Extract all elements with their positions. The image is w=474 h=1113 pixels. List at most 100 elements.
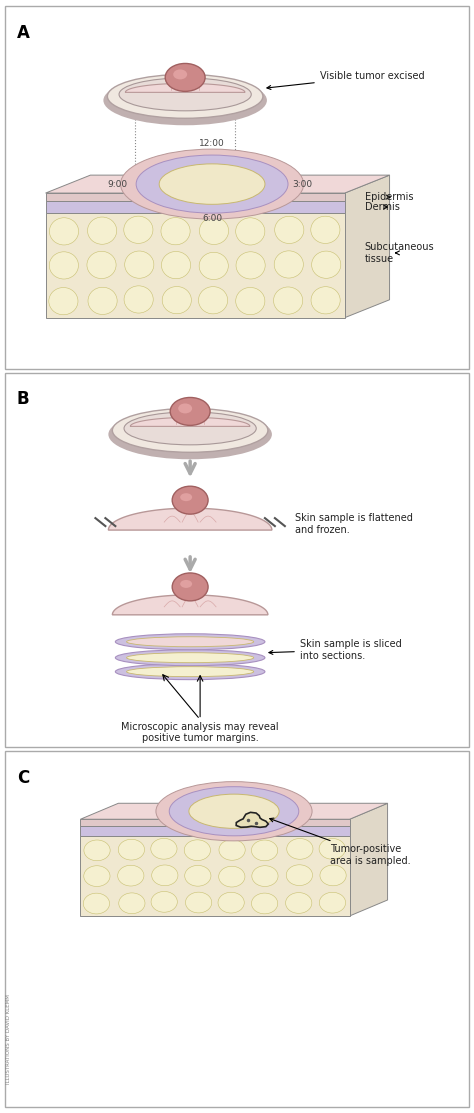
Text: Skin sample is sliced
into sections.: Skin sample is sliced into sections.: [269, 639, 401, 660]
Ellipse shape: [108, 75, 263, 118]
Ellipse shape: [161, 217, 190, 245]
Ellipse shape: [162, 252, 191, 278]
Text: 6:00: 6:00: [202, 214, 222, 223]
Ellipse shape: [103, 76, 267, 126]
Ellipse shape: [115, 633, 265, 650]
Ellipse shape: [178, 403, 192, 413]
Ellipse shape: [236, 252, 265, 279]
Ellipse shape: [112, 408, 268, 452]
Ellipse shape: [151, 892, 177, 913]
Polygon shape: [46, 175, 390, 193]
Ellipse shape: [180, 580, 192, 588]
Ellipse shape: [172, 573, 208, 601]
Text: Microscopic analysis may reveal
positive tumor margins.: Microscopic analysis may reveal positive…: [121, 721, 279, 743]
Ellipse shape: [320, 865, 346, 886]
Polygon shape: [46, 193, 345, 201]
Ellipse shape: [311, 287, 340, 314]
Text: C: C: [17, 769, 29, 787]
Ellipse shape: [136, 155, 288, 213]
Text: 3:00: 3:00: [292, 179, 312, 188]
Text: Tumor-positive
area is sampled.: Tumor-positive area is sampled.: [270, 818, 410, 866]
Polygon shape: [46, 201, 345, 213]
Ellipse shape: [219, 866, 245, 887]
Text: Subcutaneous
tissue: Subcutaneous tissue: [365, 243, 434, 264]
Ellipse shape: [88, 217, 117, 244]
Ellipse shape: [87, 252, 116, 278]
Ellipse shape: [84, 866, 110, 886]
Text: 12:00: 12:00: [199, 139, 225, 148]
Ellipse shape: [88, 287, 117, 315]
Ellipse shape: [124, 412, 256, 445]
Ellipse shape: [165, 63, 205, 91]
Polygon shape: [236, 812, 268, 827]
Polygon shape: [46, 213, 345, 317]
Ellipse shape: [218, 893, 244, 913]
Ellipse shape: [84, 840, 110, 860]
FancyBboxPatch shape: [5, 751, 469, 1107]
Ellipse shape: [169, 787, 299, 836]
Ellipse shape: [49, 218, 79, 245]
Ellipse shape: [311, 252, 341, 278]
Ellipse shape: [286, 865, 312, 886]
Ellipse shape: [124, 216, 153, 244]
Ellipse shape: [287, 838, 313, 859]
Polygon shape: [81, 819, 350, 826]
Ellipse shape: [119, 893, 145, 914]
Ellipse shape: [185, 866, 211, 886]
Ellipse shape: [152, 865, 178, 886]
FancyBboxPatch shape: [5, 6, 469, 368]
Ellipse shape: [49, 252, 79, 279]
Ellipse shape: [109, 410, 272, 460]
Ellipse shape: [219, 839, 245, 860]
Ellipse shape: [319, 838, 346, 859]
Polygon shape: [350, 804, 388, 916]
Text: A: A: [17, 23, 29, 41]
Polygon shape: [112, 594, 268, 614]
Ellipse shape: [159, 164, 265, 205]
Ellipse shape: [180, 493, 192, 501]
Ellipse shape: [236, 218, 265, 245]
Ellipse shape: [199, 253, 228, 279]
Polygon shape: [81, 826, 350, 836]
Ellipse shape: [236, 287, 265, 315]
Ellipse shape: [124, 286, 153, 313]
Ellipse shape: [185, 893, 212, 913]
Polygon shape: [130, 417, 250, 426]
Ellipse shape: [118, 839, 145, 860]
Ellipse shape: [127, 667, 254, 677]
Ellipse shape: [319, 893, 346, 913]
Ellipse shape: [151, 838, 177, 859]
Text: Visible tumor excised: Visible tumor excised: [267, 71, 424, 89]
Text: 9:00: 9:00: [107, 179, 128, 188]
Ellipse shape: [162, 286, 191, 314]
Ellipse shape: [127, 637, 254, 647]
Ellipse shape: [49, 287, 78, 315]
Ellipse shape: [184, 840, 210, 860]
Ellipse shape: [115, 663, 265, 680]
Text: Skin sample is flattened
and frozen.: Skin sample is flattened and frozen.: [295, 513, 413, 535]
Polygon shape: [125, 83, 245, 92]
Polygon shape: [345, 175, 390, 317]
Ellipse shape: [200, 217, 228, 245]
Polygon shape: [109, 509, 272, 530]
Ellipse shape: [273, 287, 303, 314]
FancyBboxPatch shape: [5, 373, 469, 748]
Ellipse shape: [189, 795, 279, 828]
Ellipse shape: [156, 781, 312, 840]
Ellipse shape: [120, 149, 304, 219]
Ellipse shape: [274, 250, 303, 278]
Ellipse shape: [119, 78, 251, 111]
Ellipse shape: [83, 893, 109, 914]
Ellipse shape: [274, 216, 304, 244]
Text: Epidermis: Epidermis: [365, 193, 413, 203]
Ellipse shape: [252, 866, 278, 886]
Ellipse shape: [252, 893, 278, 914]
Text: ILLUSTRATIONS BY DAVID KLEMM: ILLUSTRATIONS BY DAVID KLEMM: [6, 994, 11, 1084]
Ellipse shape: [170, 397, 210, 425]
Ellipse shape: [127, 652, 254, 662]
Ellipse shape: [311, 216, 340, 244]
Ellipse shape: [115, 650, 265, 666]
Ellipse shape: [173, 69, 187, 79]
Ellipse shape: [118, 865, 144, 886]
Ellipse shape: [125, 252, 154, 278]
